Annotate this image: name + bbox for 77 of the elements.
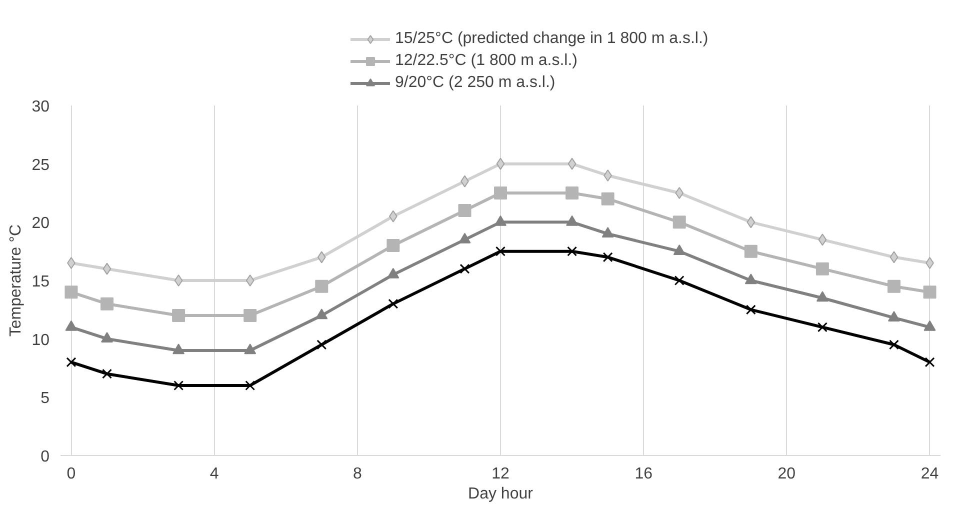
point	[673, 244, 686, 256]
point	[245, 380, 256, 390]
point	[926, 257, 934, 269]
x-tick-label: 16	[634, 466, 653, 482]
point	[924, 357, 935, 368]
y-tick-label: 15	[32, 274, 50, 290]
x-tick-label: 8	[352, 466, 362, 482]
point	[889, 340, 899, 350]
point	[386, 239, 400, 252]
point	[567, 246, 578, 256]
point	[67, 257, 76, 269]
point	[817, 322, 828, 332]
point	[604, 170, 612, 182]
x-tick-label: 20	[778, 466, 796, 482]
point	[458, 232, 471, 244]
x-tick-label: 4	[210, 466, 219, 482]
point	[494, 186, 507, 200]
point	[675, 187, 684, 199]
point	[315, 280, 328, 293]
x-tick-label: 12	[492, 466, 510, 482]
point	[923, 286, 936, 299]
y-tick-label: 30	[32, 98, 50, 116]
point	[174, 380, 184, 390]
point	[746, 304, 756, 315]
y-axis-title: Temperature °C	[8, 224, 25, 337]
point	[601, 192, 614, 206]
point	[172, 344, 185, 354]
point	[460, 264, 470, 274]
y-tick-label: 25	[32, 156, 50, 174]
point	[64, 286, 78, 299]
point	[496, 158, 505, 170]
point	[316, 308, 328, 320]
point	[496, 246, 506, 256]
point	[66, 357, 76, 368]
point	[602, 252, 613, 262]
x-tick-label: 0	[66, 466, 76, 482]
point	[818, 234, 827, 246]
point	[172, 309, 186, 322]
point	[744, 274, 757, 284]
point	[816, 291, 828, 302]
point	[101, 332, 114, 343]
point	[388, 298, 398, 309]
point	[602, 226, 614, 238]
y-tick-label: 10	[32, 332, 50, 349]
point	[924, 320, 936, 331]
point	[494, 215, 506, 226]
point	[887, 280, 900, 293]
point	[674, 276, 684, 286]
point	[888, 310, 900, 322]
legend-label: 9/20°C (2 250 m a.s.l.)	[395, 74, 556, 92]
point	[244, 344, 256, 354]
point	[100, 297, 114, 310]
point	[65, 320, 78, 331]
point	[672, 216, 686, 229]
point	[102, 368, 112, 379]
x-axis-title: Day hour	[468, 486, 534, 502]
point	[316, 340, 327, 350]
point	[816, 262, 829, 276]
point	[246, 274, 254, 286]
legend-label: 12/22.5°C (1 800 m a.s.l.)	[395, 52, 578, 70]
y-tick-label: 5	[40, 390, 50, 408]
y-tick-label: 20	[32, 215, 50, 232]
point	[244, 309, 257, 322]
point	[387, 268, 400, 278]
point	[174, 274, 183, 286]
point	[566, 215, 578, 226]
point	[890, 251, 898, 264]
point	[744, 244, 758, 258]
x-tick-label: 24	[920, 466, 939, 482]
point	[566, 186, 579, 200]
legend-label: 15/25°C (predicted change in 1 800 m a.s.l.)	[395, 30, 708, 48]
point	[746, 216, 756, 228]
point	[317, 251, 326, 264]
y-tick-label: 0	[40, 448, 50, 466]
point	[102, 262, 112, 275]
point	[568, 158, 576, 170]
point	[458, 204, 472, 217]
